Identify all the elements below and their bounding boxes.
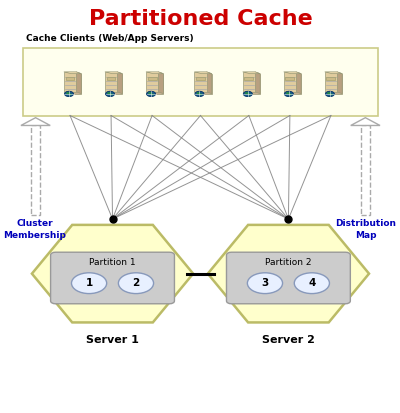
- Polygon shape: [194, 72, 212, 74]
- Circle shape: [325, 91, 334, 97]
- Polygon shape: [255, 72, 260, 94]
- Polygon shape: [71, 74, 81, 94]
- Circle shape: [284, 91, 293, 97]
- Circle shape: [69, 94, 72, 95]
- Polygon shape: [76, 72, 81, 94]
- Polygon shape: [64, 72, 76, 92]
- Circle shape: [66, 92, 70, 94]
- Polygon shape: [208, 225, 369, 323]
- Text: 4: 4: [308, 278, 316, 288]
- Circle shape: [286, 92, 290, 94]
- Circle shape: [245, 92, 249, 94]
- Circle shape: [106, 91, 114, 97]
- Circle shape: [148, 92, 152, 94]
- FancyBboxPatch shape: [31, 126, 40, 215]
- Polygon shape: [284, 72, 301, 74]
- Polygon shape: [296, 72, 301, 94]
- FancyBboxPatch shape: [361, 126, 370, 215]
- Text: Partition 1: Partition 1: [89, 258, 136, 267]
- Circle shape: [196, 92, 200, 94]
- Polygon shape: [21, 118, 50, 126]
- Text: Partition 2: Partition 2: [265, 258, 312, 267]
- Circle shape: [64, 91, 74, 97]
- Polygon shape: [146, 72, 158, 92]
- Polygon shape: [158, 72, 163, 94]
- Circle shape: [200, 94, 202, 95]
- FancyBboxPatch shape: [50, 252, 174, 304]
- Polygon shape: [291, 74, 301, 94]
- FancyBboxPatch shape: [107, 76, 116, 80]
- Text: Cluster
Membership: Cluster Membership: [4, 219, 66, 240]
- Circle shape: [248, 94, 251, 95]
- Circle shape: [243, 91, 252, 97]
- FancyBboxPatch shape: [196, 76, 205, 80]
- FancyBboxPatch shape: [244, 76, 253, 80]
- Circle shape: [327, 92, 331, 94]
- Polygon shape: [194, 72, 207, 92]
- FancyBboxPatch shape: [326, 76, 335, 80]
- Circle shape: [247, 273, 282, 294]
- Text: Server 2: Server 2: [262, 335, 315, 345]
- FancyBboxPatch shape: [226, 252, 350, 304]
- Circle shape: [110, 94, 113, 95]
- Polygon shape: [32, 225, 193, 323]
- Polygon shape: [284, 72, 296, 92]
- Text: Partitioned Cache: Partitioned Cache: [88, 9, 312, 29]
- Polygon shape: [337, 72, 342, 94]
- Text: 1: 1: [86, 278, 93, 288]
- FancyBboxPatch shape: [66, 76, 74, 80]
- Polygon shape: [105, 72, 117, 92]
- Circle shape: [107, 92, 111, 94]
- Polygon shape: [202, 74, 212, 94]
- Polygon shape: [351, 118, 380, 126]
- FancyBboxPatch shape: [23, 48, 378, 116]
- Polygon shape: [146, 72, 163, 74]
- Polygon shape: [153, 74, 163, 94]
- Circle shape: [146, 91, 156, 97]
- Polygon shape: [250, 74, 260, 94]
- FancyBboxPatch shape: [148, 76, 156, 80]
- Polygon shape: [117, 72, 122, 94]
- Circle shape: [289, 94, 292, 95]
- FancyBboxPatch shape: [286, 76, 294, 80]
- Circle shape: [72, 273, 107, 294]
- Polygon shape: [112, 74, 122, 94]
- Polygon shape: [207, 72, 212, 94]
- Polygon shape: [105, 72, 122, 74]
- Text: 2: 2: [132, 278, 140, 288]
- Polygon shape: [243, 72, 255, 92]
- Circle shape: [151, 94, 154, 95]
- Text: 3: 3: [261, 278, 268, 288]
- Text: Cache Clients (Web/App Servers): Cache Clients (Web/App Servers): [26, 35, 194, 43]
- Polygon shape: [243, 72, 260, 74]
- Circle shape: [118, 273, 154, 294]
- Text: Distribution
Map: Distribution Map: [336, 219, 396, 240]
- Circle shape: [330, 94, 333, 95]
- Text: Server 1: Server 1: [86, 335, 139, 345]
- Polygon shape: [325, 72, 342, 74]
- Circle shape: [195, 91, 204, 97]
- Polygon shape: [64, 72, 81, 74]
- Polygon shape: [325, 72, 337, 92]
- Circle shape: [294, 273, 330, 294]
- Polygon shape: [332, 74, 342, 94]
